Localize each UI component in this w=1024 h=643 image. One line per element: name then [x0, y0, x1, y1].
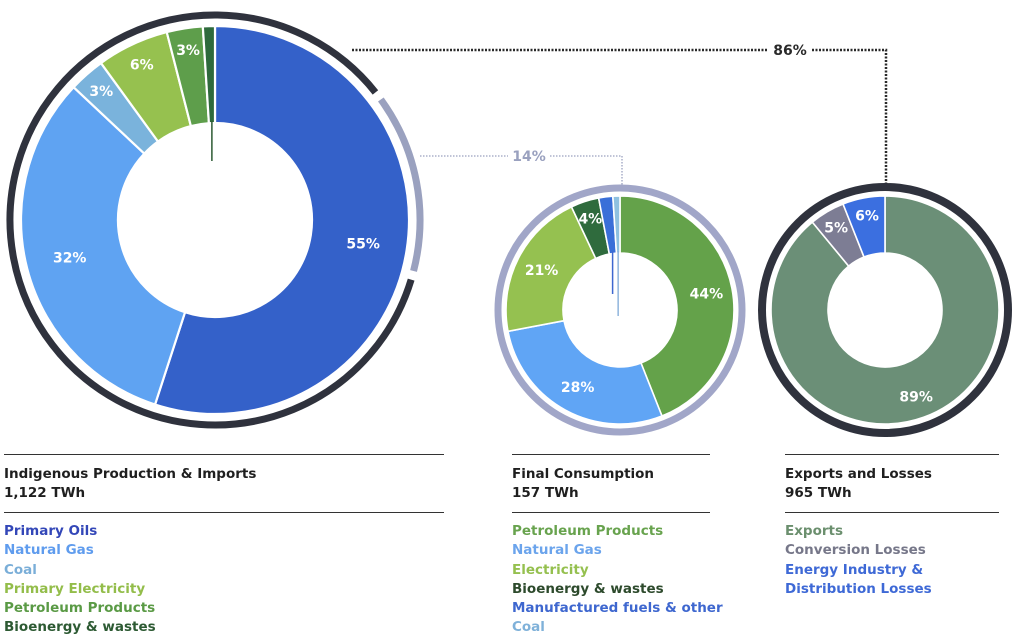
legend-item-line: Energy Industry & — [785, 561, 924, 578]
legend-item: Natural Gas — [4, 542, 94, 559]
slice-value-label: 1% — [185, 146, 209, 162]
legend-item: Bioenergy & wastes — [512, 580, 664, 597]
legend-item: Conversion Losses — [785, 542, 926, 559]
legend-panel-indigenous-production: Indigenous Production & Imports 1,122 TW… — [4, 454, 444, 638]
donut-slice-electricity — [505, 205, 597, 333]
panel-title: Indigenous Production & Imports — [4, 466, 257, 482]
flow-connector-14-right — [550, 155, 623, 188]
slice-value-label: 32% — [53, 250, 87, 266]
legend-item: Primary Electricity — [4, 580, 146, 597]
slice-value-label: 44% — [690, 287, 724, 303]
panel-title: Exports and Losses — [785, 466, 932, 482]
donut-slice-petroleum-products — [619, 195, 735, 418]
legend-item: Petroleum Products — [512, 523, 664, 539]
legend-list: Petroleum Products Natural Gas Electrici… — [512, 522, 723, 638]
legend-panel-final-consumption: Final Consumption 157 TWh Petroleum Prod… — [512, 454, 723, 638]
donut-exports-losses: 89% 5% 6% — [758, 183, 1012, 437]
donut-slice-energy-industry-distribution-losses — [841, 195, 886, 259]
legend-panel-exports-losses: Exports and Losses 965 TWh Exports Conve… — [785, 454, 999, 599]
outer-ring — [758, 183, 1012, 437]
legend-item: Primary Oils — [4, 523, 98, 539]
flow-label-14: 14% — [512, 149, 546, 165]
divider — [4, 512, 444, 513]
divider — [512, 454, 710, 455]
slice-value-label: 89% — [899, 390, 933, 406]
slice-value-label: 5% — [824, 220, 848, 236]
slice-value-label: 2% — [586, 279, 610, 295]
legend-item: Electricity — [512, 561, 589, 578]
legend-list: Exports Conversion Losses Energy Industr… — [785, 522, 999, 599]
legend-item: Manufactured fuels & other — [512, 600, 723, 617]
slice-value-label: 55% — [346, 236, 380, 252]
outer-ring — [494, 184, 746, 436]
donut-slice-coal — [611, 195, 621, 254]
panel-total: 157 TWh — [512, 485, 579, 501]
legend-list: Primary Oils Natural Gas Coal Primary El… — [4, 522, 444, 638]
slice-value-label: 28% — [561, 380, 595, 396]
donut-slice-exports — [770, 195, 1000, 425]
flow-connector-86-right — [812, 48, 888, 185]
slice-value-label: 3% — [176, 43, 200, 59]
legend-item: Natural Gas — [512, 542, 602, 559]
slice-value-label: 6% — [855, 209, 879, 225]
legend-item: Petroleum Products — [4, 600, 156, 617]
flow-label-86: 86% — [773, 43, 807, 59]
panel-title: Final Consumption — [512, 466, 655, 482]
donut-final-consumption: 44% 28% 21% 4% 2% 1% — [494, 184, 746, 436]
donut-indigenous-production: 55% 32% 3% 6% 3% 1% — [6, 11, 424, 429]
panel-total: 965 TWh — [785, 485, 852, 501]
legend-item: Coal — [4, 561, 37, 578]
legend-item: Exports — [785, 523, 844, 539]
legend-item: Coal — [512, 619, 545, 636]
slice-value-label: 4% — [578, 212, 602, 228]
outer-ring-exports-share — [6, 11, 415, 429]
legend-item-line: Distribution Losses — [785, 580, 932, 597]
slice-value-label: 21% — [525, 263, 559, 279]
slice-value-label: 1% — [621, 301, 645, 317]
divider — [785, 512, 999, 513]
divider — [512, 512, 710, 513]
slice-value-label: 6% — [130, 57, 154, 73]
donut-slice-natural-gas — [507, 319, 664, 425]
outer-ring-consumption-share — [378, 97, 424, 272]
flow-connectors: 86% 14% — [352, 43, 888, 188]
donut-slice-primary-oils — [153, 24, 411, 416]
donut-slice-bioenergy-wastes — [201, 24, 217, 125]
slice-value-label: 3% — [89, 84, 113, 100]
legend-item: Bioenergy & wastes — [4, 619, 156, 636]
divider — [785, 454, 999, 455]
divider — [4, 454, 444, 455]
legend-item: Energy Industry & Distribution Losses — [785, 561, 999, 600]
donut-slice-natural-gas — [19, 85, 187, 406]
panel-total: 1,122 TWh — [4, 485, 86, 501]
